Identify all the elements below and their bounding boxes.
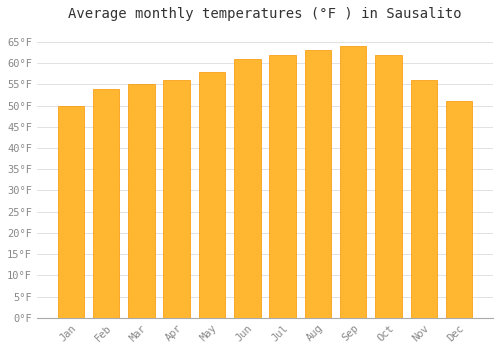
Bar [128,84,154,318]
Bar [410,80,437,318]
Bar [304,50,331,318]
Bar [58,105,84,318]
Bar [446,101,472,318]
Bar [234,59,260,318]
Bar [270,55,296,318]
Bar [93,89,120,318]
Bar [198,71,225,318]
Bar [375,55,402,318]
Bar [164,80,190,318]
Title: Average monthly temperatures (°F ) in Sausalito: Average monthly temperatures (°F ) in Sa… [68,7,462,21]
Bar [340,46,366,318]
